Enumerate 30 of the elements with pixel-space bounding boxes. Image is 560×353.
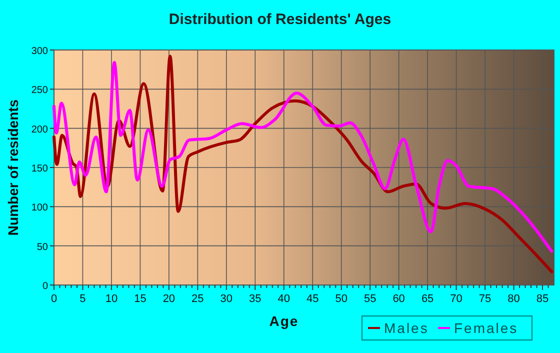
y-axis-title: Number of residents (5, 99, 21, 236)
x-tick-label: 35 (249, 293, 262, 305)
x-tick-label: 20 (162, 293, 176, 305)
y-tick-label: 250 (31, 85, 48, 96)
x-tick-label: 45 (306, 293, 319, 305)
x-axis-title: Age (269, 313, 299, 329)
x-tick-label: 40 (278, 293, 290, 305)
x-tick-label: 25 (192, 293, 204, 305)
x-tick-label: 15 (134, 293, 146, 305)
x-tick-label: 50 (335, 293, 348, 305)
legend-label: Males (384, 320, 429, 336)
y-tick-label: 300 (31, 46, 48, 57)
x-tick-label: 65 (421, 293, 434, 305)
y-tick-label: 200 (31, 124, 48, 136)
x-tick-label: 55 (364, 293, 376, 305)
x-tick-label: 5 (80, 293, 86, 305)
y-tick-label: 50 (36, 242, 48, 253)
x-tick-label: 70 (450, 293, 462, 305)
x-tick-label: 80 (508, 293, 520, 305)
y-tick-label: 0 (42, 281, 48, 292)
x-tick-label: 30 (220, 293, 233, 305)
y-tick-label: 150 (31, 164, 48, 174)
x-tick-label: 85 (536, 293, 549, 305)
x-tick-label: 10 (105, 293, 118, 305)
chart-title: Distribution of Residents' Ages (168, 11, 392, 28)
x-tick-label: 75 (478, 293, 492, 305)
x-tick-label: 60 (392, 293, 405, 305)
legend-label: Females (454, 320, 518, 336)
x-tick-label: 0 (50, 293, 58, 305)
y-tick-label: 100 (31, 202, 48, 214)
